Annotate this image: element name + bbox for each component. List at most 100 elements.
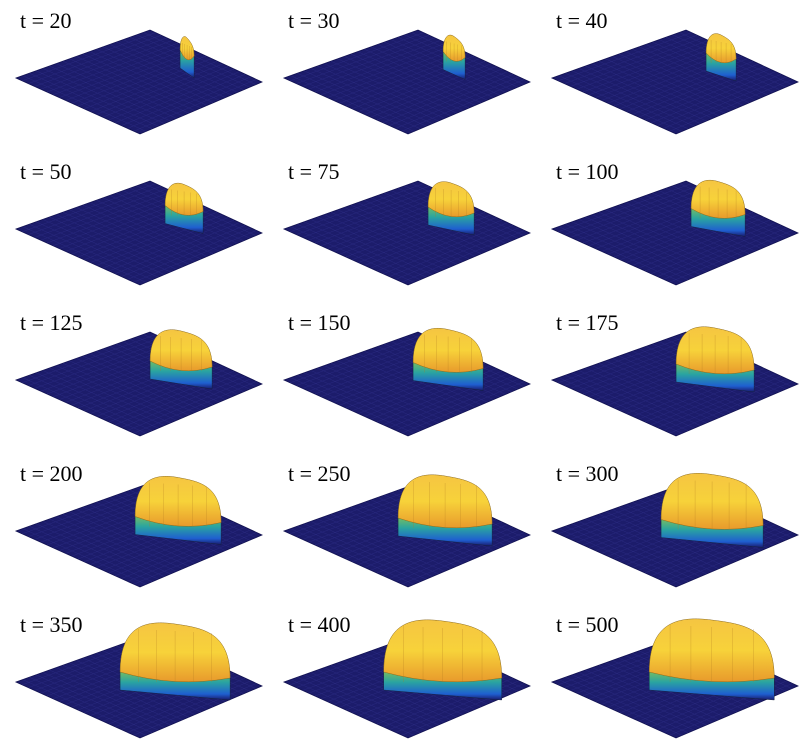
mesh-line <box>102 197 220 252</box>
mesh-line <box>669 532 793 585</box>
panel-label: t = 125 <box>20 310 83 335</box>
panel-label: t = 100 <box>556 159 619 184</box>
mesh-line <box>625 51 744 106</box>
mesh-line <box>625 202 744 257</box>
mesh-line <box>89 353 208 408</box>
mesh-line <box>121 224 246 277</box>
mesh-line <box>401 381 525 434</box>
mesh-line <box>127 378 251 431</box>
mesh-line <box>109 44 226 98</box>
panel: t = 150 <box>282 310 531 437</box>
mesh-line <box>657 224 782 277</box>
mesh-line <box>121 526 246 579</box>
panel: t = 175 <box>550 310 799 437</box>
mesh-line <box>370 46 488 101</box>
panel-label: t = 350 <box>20 612 83 637</box>
mesh-line <box>389 526 514 579</box>
mesh-line <box>133 79 257 132</box>
mesh-line <box>401 230 525 283</box>
panel: t = 500 <box>550 612 799 739</box>
panel: t = 20 <box>14 8 263 135</box>
mesh-line <box>651 373 776 426</box>
mesh-line <box>376 68 503 121</box>
mesh-line <box>370 66 497 118</box>
mesh-line <box>121 73 246 126</box>
mesh-line <box>663 529 787 582</box>
mesh-line <box>638 46 756 101</box>
mesh-line <box>663 76 787 129</box>
mesh-line <box>116 41 232 96</box>
mesh-line <box>395 529 519 582</box>
mesh-line <box>389 375 514 428</box>
mesh-line <box>90 60 218 112</box>
mesh-line <box>663 378 787 431</box>
mesh-line <box>377 44 494 98</box>
panel-label: t = 300 <box>556 461 619 486</box>
mesh-line <box>115 373 240 426</box>
mesh-line <box>108 370 235 423</box>
mesh-line <box>395 227 519 280</box>
mesh-line <box>383 71 508 124</box>
panel: t = 50 <box>14 159 263 286</box>
panel: t = 100 <box>550 159 799 286</box>
panel: t = 200 <box>14 461 263 588</box>
mesh-line <box>401 79 525 132</box>
mesh-line <box>357 51 476 106</box>
mesh-line <box>632 48 750 104</box>
panel-label: t = 75 <box>288 159 340 184</box>
panel-label: t = 200 <box>20 461 83 486</box>
mesh-line <box>108 219 235 272</box>
mesh-line <box>133 683 257 736</box>
mesh-line <box>644 219 771 272</box>
mesh-line <box>127 529 251 582</box>
panel: t = 40 <box>550 8 799 135</box>
mesh-line <box>376 219 503 272</box>
mesh-line <box>401 532 525 585</box>
mesh-line <box>632 63 759 115</box>
mesh-line <box>638 66 765 118</box>
mesh-line <box>102 66 229 118</box>
panel: t = 350 <box>14 612 263 739</box>
panel: t = 300 <box>550 461 799 588</box>
mesh-line <box>383 373 508 426</box>
mesh-line <box>364 199 482 255</box>
mesh-line <box>115 222 240 275</box>
mesh-line <box>663 227 787 280</box>
mesh-line <box>651 222 776 275</box>
mesh-line <box>115 71 240 124</box>
mesh-line <box>632 199 750 255</box>
mesh-line <box>370 217 497 269</box>
mesh-line <box>657 73 782 126</box>
mesh-line <box>127 76 251 129</box>
mesh-line <box>401 683 525 736</box>
mesh-line <box>384 41 500 96</box>
mesh-line <box>108 68 235 121</box>
mesh-line <box>651 71 776 124</box>
mesh-line <box>121 375 246 428</box>
mesh-line <box>364 48 482 104</box>
mesh-line <box>644 68 771 121</box>
mesh-line <box>411 32 525 85</box>
panel-label: t = 400 <box>288 612 351 637</box>
mesh-line <box>389 73 514 126</box>
mesh-line <box>127 227 251 280</box>
panel-label: t = 40 <box>556 8 608 33</box>
mesh-line <box>364 63 491 115</box>
panel-label: t = 30 <box>288 8 340 33</box>
mesh-line <box>395 378 519 431</box>
mesh-line <box>657 375 782 428</box>
mesh-line <box>383 222 508 275</box>
mesh-line <box>389 224 514 277</box>
mesh-line <box>645 44 762 98</box>
mesh-line <box>89 51 208 106</box>
mesh-line <box>133 381 257 434</box>
mesh-line <box>89 202 208 257</box>
mesh-line <box>96 199 214 255</box>
mesh-line <box>395 76 519 129</box>
panel-label: t = 500 <box>556 612 619 637</box>
panel: t = 75 <box>282 159 531 286</box>
panel: t = 30 <box>282 8 531 135</box>
panel-label: t = 50 <box>20 159 72 184</box>
mesh-line <box>133 532 257 585</box>
panel-label: t = 20 <box>20 8 72 33</box>
